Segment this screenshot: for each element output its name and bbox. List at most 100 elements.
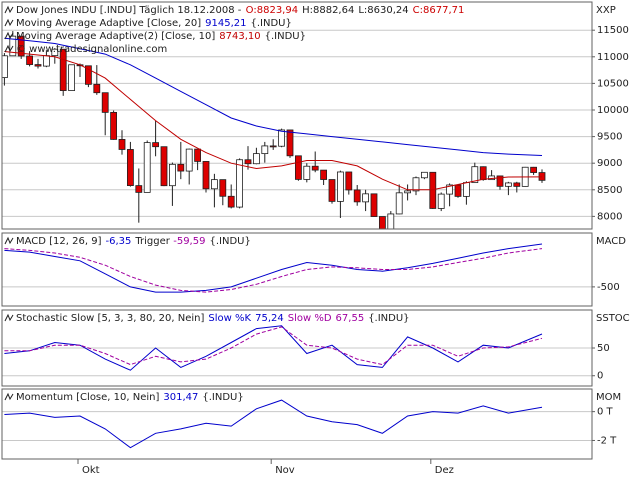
legend-name: MACD [12, 26, 9] — [16, 236, 102, 247]
series-line — [4, 325, 543, 371]
x-tick-label: Okt — [82, 465, 100, 476]
candle-body — [17, 35, 25, 57]
legend-icon — [4, 31, 14, 40]
candle-body — [185, 148, 193, 172]
candle-body — [160, 146, 168, 187]
legend-icon — [4, 236, 14, 245]
candle-body — [244, 159, 252, 165]
legend-line: Stochastic Slow [5, 3, 3, 80, 20, Nein] S… — [16, 313, 410, 324]
last-value-label: H:8882,64 — [302, 5, 354, 16]
candle-body — [336, 171, 344, 202]
candle-body — [446, 184, 454, 195]
candle-body — [471, 166, 479, 184]
candle-body — [387, 213, 395, 229]
candle-body — [513, 182, 521, 187]
legend-suffix: {.INDU} — [202, 392, 243, 403]
candle-body — [311, 165, 319, 171]
y-tick-label: 0 T — [597, 407, 614, 418]
candle-body — [93, 83, 101, 94]
legend-line: MACD [12, 26, 9] -6,35 Trigger -59,59 {.INDU… — [16, 236, 251, 247]
y-tick-label: 11500 — [597, 25, 629, 36]
legend-suffix: {.INDU} — [250, 18, 291, 29]
candle-body — [2, 55, 8, 78]
candle-body — [437, 193, 445, 209]
y-tick-label: 10500 — [597, 78, 629, 89]
plot-area — [2, 29, 592, 229]
panel-title: Stochastic Slow [5, 3, 3, 80, 20, Nein] — [16, 313, 205, 324]
y-tick-label: 50 — [597, 343, 610, 354]
y-tick-label: 8000 — [597, 211, 622, 222]
panel-frame — [1, 1, 593, 230]
candle-body — [210, 179, 218, 190]
panel-frame — [1, 309, 593, 387]
candle-body — [462, 182, 470, 197]
legend-name: Momentum [Close, 10, Nein] — [16, 392, 159, 403]
candle-body — [353, 189, 361, 203]
axis-label: MOM — [596, 392, 621, 403]
y-tick-label: 10000 — [597, 105, 629, 116]
legend-value: 301,47 — [163, 392, 198, 403]
legend-value: 8743,10 — [219, 31, 260, 42]
axis-label: SSTOC — [596, 313, 630, 324]
legend-value: -59,59 — [173, 236, 205, 247]
panel-frame — [1, 232, 593, 307]
candle-body — [219, 179, 227, 197]
series-line — [4, 326, 543, 366]
legend-line: Dow Jones INDU [.INDU] Täglich 18.12.200… — [16, 5, 464, 16]
candle-body — [530, 166, 537, 173]
candle-body — [496, 175, 504, 187]
legend-value: 75,24 — [255, 313, 284, 324]
candle-body — [26, 55, 34, 65]
legend-line: Momentum [Close, 10, Nein] 301,47 {.INDU} — [16, 392, 244, 403]
legend-value: 9145,21 — [205, 18, 246, 29]
candle-body — [127, 149, 134, 186]
candle-body — [236, 159, 244, 208]
panel-frame — [1, 388, 593, 460]
candle-body — [420, 171, 428, 179]
legend-line: © www.tradesignalonline.com — [16, 44, 167, 55]
candle-body — [286, 129, 294, 157]
x-tick-label: Dez — [435, 465, 454, 476]
legend-name: Trigger — [134, 236, 170, 247]
legend-icon — [4, 313, 14, 322]
legend-name: Moving Average Adaptive(2) [Close, 10] — [16, 31, 215, 42]
copyright: © www.tradesignalonline.com — [16, 44, 167, 55]
legend-value: 67,55 — [336, 313, 365, 324]
candle-body — [252, 153, 260, 165]
y-tick-label: -500 — [597, 282, 620, 293]
candle-body — [110, 111, 117, 140]
candle-body — [404, 190, 412, 194]
candle-body — [303, 165, 311, 180]
axis-label: XXP — [596, 5, 616, 16]
candle-body — [194, 148, 202, 162]
candle-body — [378, 216, 386, 229]
candle-body — [59, 48, 67, 91]
candle-body — [51, 48, 59, 57]
plot-area — [2, 399, 592, 449]
candle-body — [370, 193, 378, 217]
legend-name: Slow %K — [208, 313, 251, 324]
series-line — [4, 51, 543, 191]
last-value-label: C:8677,71 — [413, 5, 465, 16]
series-line — [4, 399, 543, 449]
candle-body — [202, 161, 210, 190]
legend-name: Slow %D — [288, 313, 332, 324]
candle-body — [504, 182, 512, 187]
y-tick-label: -2 T — [597, 435, 617, 446]
candle-body — [34, 64, 42, 67]
candle-body — [43, 55, 50, 67]
candle-body — [85, 65, 92, 85]
candle-body — [261, 145, 269, 155]
candle-body — [345, 171, 353, 191]
legend-line: Moving Average Adaptive [Close, 20] 9145,… — [16, 18, 292, 29]
y-tick-label: 11000 — [597, 52, 629, 63]
series-line — [4, 243, 543, 293]
candle-body — [177, 163, 185, 172]
candle-body — [278, 129, 286, 147]
candle-body — [412, 177, 420, 192]
last-value-label: L:8630,24 — [358, 5, 408, 16]
series-line — [4, 37, 543, 156]
legend-suffix: {.INDU} — [368, 313, 409, 324]
